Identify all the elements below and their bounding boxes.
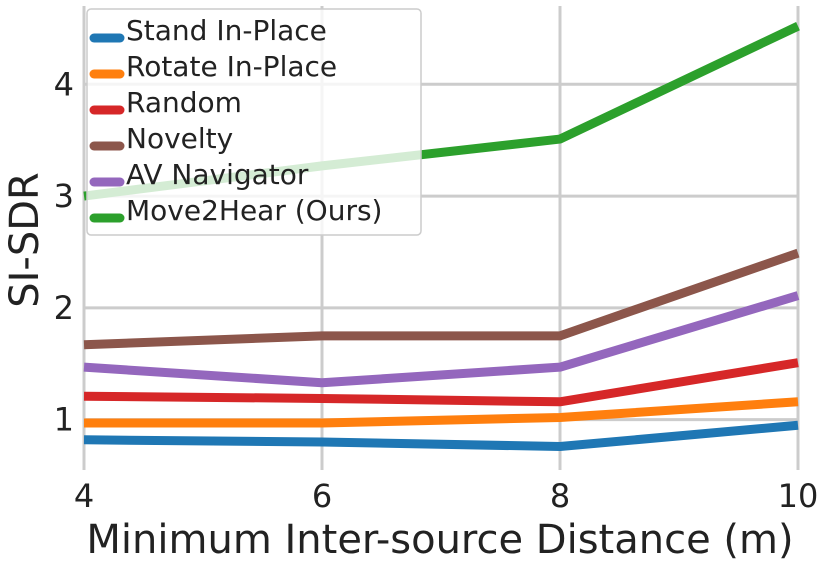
x-tick-label: 8 [550, 477, 570, 515]
y-tick-label: 3 [54, 177, 74, 215]
series-line-1 [84, 397, 799, 428]
y-tick-label: 4 [54, 65, 74, 103]
series-line-2 [83, 358, 799, 407]
series-line-0 [83, 420, 799, 452]
legend-label: Rotate In-Place [126, 50, 337, 83]
legend-label: Novelty [126, 122, 233, 155]
x-tick-label: 10 [778, 477, 819, 515]
legend-label: Random [126, 86, 242, 119]
x-axis-label: Minimum Inter-source Distance (m) [86, 517, 793, 563]
legend-label: Move2Hear (Ours) [126, 194, 382, 227]
y-tick-label: 1 [54, 401, 74, 439]
x-tick-labels: 4 6 8 10 [74, 477, 819, 515]
series-line-4 [83, 291, 800, 388]
x-tick-label: 6 [312, 477, 332, 515]
y-axis-label: SI-SDR [2, 172, 48, 308]
legend-frame [86, 8, 422, 236]
y-tick-label: 2 [54, 289, 74, 327]
x-tick-label: 4 [74, 477, 94, 515]
y-tick-labels: 1 2 3 4 [54, 65, 74, 438]
legend-label: Stand In-Place [126, 14, 327, 47]
series-line-3 [83, 248, 800, 350]
legend-label: AV Navigator [126, 158, 309, 191]
